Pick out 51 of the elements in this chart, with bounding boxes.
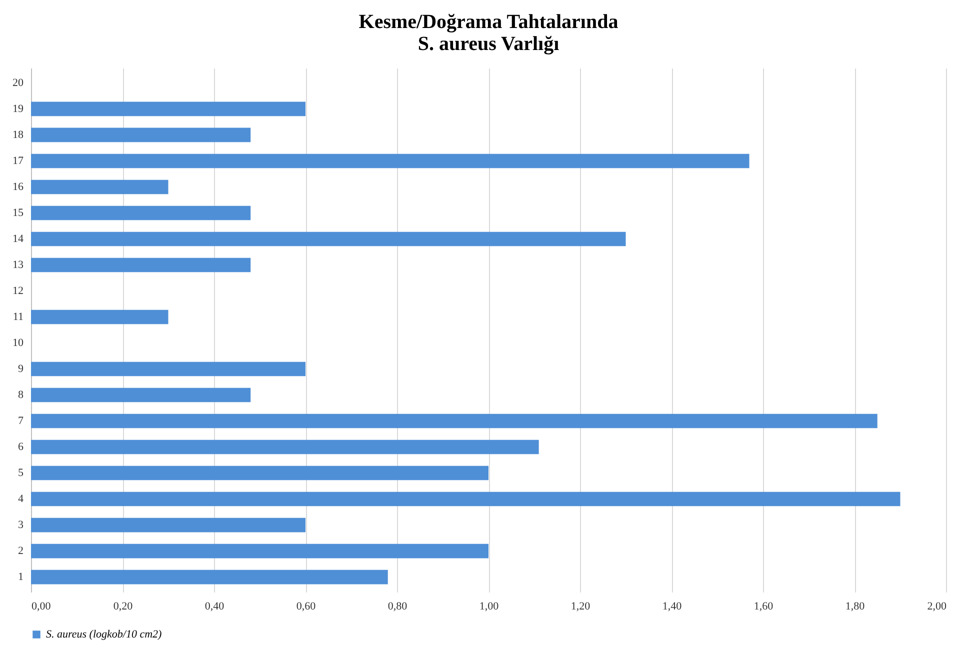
y-tick-label: 20 — [12, 76, 24, 89]
bar — [31, 154, 750, 168]
y-tick-label: 1 — [18, 571, 24, 584]
bar — [31, 362, 306, 376]
y-tick-label: 2 — [18, 545, 24, 558]
x-tick-label: 0,20 — [113, 600, 134, 612]
y-tick-label: 6 — [18, 441, 24, 454]
bar — [31, 544, 488, 558]
y-tick-label: 15 — [12, 206, 24, 219]
y-tick-label: 5 — [18, 467, 24, 480]
bar — [31, 310, 168, 324]
bar — [31, 258, 251, 272]
y-tick-label: 16 — [12, 180, 24, 193]
y-tick-label: 9 — [18, 363, 24, 376]
y-tick-label: 14 — [12, 232, 24, 245]
x-tick-label: 1,40 — [662, 600, 682, 612]
x-tick-label: 2,00 — [927, 600, 947, 612]
bar — [31, 492, 900, 506]
bar — [31, 570, 388, 584]
x-tick-label: 1,00 — [479, 600, 500, 612]
bar — [31, 414, 878, 428]
x-tick-label: 0,00 — [32, 600, 52, 612]
x-tick-label: 1,60 — [754, 600, 774, 612]
text: Kesme/Doğrama Tahtalarında — [358, 11, 618, 33]
bar — [31, 206, 251, 220]
y-tick-label: 3 — [18, 519, 24, 532]
text: S. aureus Varlığı — [418, 33, 560, 55]
bar — [31, 128, 251, 142]
y-tick-label: 8 — [18, 389, 24, 402]
y-tick-label: 19 — [12, 102, 24, 115]
y-tick-label: 11 — [12, 310, 24, 323]
x-tick-label: 1,80 — [845, 600, 866, 612]
y-tick-label: 13 — [12, 258, 24, 271]
legend-label: S. aureus (logkob/10 cm2) — [46, 628, 162, 640]
bar — [31, 180, 168, 194]
bar — [31, 102, 306, 116]
bar — [31, 466, 488, 480]
bar — [31, 440, 539, 454]
y-tick-label: 12 — [12, 284, 24, 297]
y-tick-label: 4 — [18, 493, 24, 506]
y-tick-label: 7 — [18, 415, 24, 428]
x-tick-label: 1,20 — [570, 600, 591, 612]
bar — [31, 388, 251, 402]
bar — [31, 232, 626, 246]
y-tick-label: 10 — [12, 337, 24, 349]
bar — [31, 518, 306, 532]
x-tick-label: 0,60 — [296, 600, 316, 612]
x-tick-label: 0,40 — [204, 600, 225, 612]
y-tick-label: 17 — [12, 154, 24, 167]
x-tick-label: 0,80 — [388, 600, 408, 612]
y-tick-label: 18 — [12, 128, 24, 141]
